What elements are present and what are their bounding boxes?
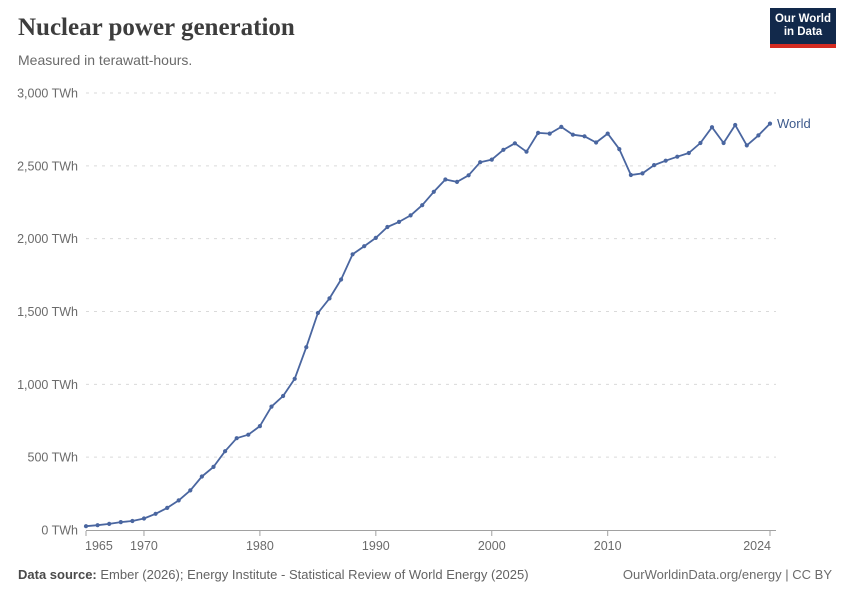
data-point[interactable] xyxy=(141,516,147,521)
data-point[interactable] xyxy=(165,505,170,510)
data-point[interactable] xyxy=(130,518,135,524)
data-point[interactable] xyxy=(767,121,773,126)
data-source-label: Data source: xyxy=(18,567,97,582)
data-point[interactable] xyxy=(454,179,460,184)
data-point[interactable] xyxy=(443,177,448,182)
y-tick-label: 2,500 TWh xyxy=(17,159,78,173)
world-series-line[interactable] xyxy=(85,122,771,528)
data-point[interactable] xyxy=(698,140,703,146)
data-point[interactable] xyxy=(234,436,239,441)
data-point[interactable] xyxy=(652,163,657,168)
chart-subtitle: Measured in terawatt-hours. xyxy=(18,52,193,68)
data-point[interactable] xyxy=(223,449,228,454)
data-point[interactable] xyxy=(733,122,738,128)
x-tick-label: 2010 xyxy=(594,539,622,553)
data-point[interactable] xyxy=(362,244,367,249)
data-point[interactable] xyxy=(466,173,471,178)
data-point[interactable] xyxy=(501,147,506,152)
y-tick-label: 500 TWh xyxy=(28,451,79,465)
data-point[interactable] xyxy=(524,149,529,154)
data-point[interactable] xyxy=(396,219,402,224)
data-point[interactable] xyxy=(118,520,123,525)
data-point[interactable] xyxy=(489,157,494,162)
data-point[interactable] xyxy=(269,404,274,409)
y-tick-label: 2,000 TWh xyxy=(17,232,78,246)
x-tick-label: 1970 xyxy=(130,539,158,553)
data-point[interactable] xyxy=(512,141,518,146)
footer-credits: OurWorldinData.org/energy | CC BY xyxy=(623,567,832,582)
data-point[interactable] xyxy=(153,511,158,516)
x-tick-label: 2024 xyxy=(743,539,771,553)
data-point[interactable] xyxy=(211,464,216,469)
data-point[interactable] xyxy=(547,131,552,136)
data-point[interactable] xyxy=(582,134,587,139)
data-point[interactable] xyxy=(686,150,691,156)
data-point[interactable] xyxy=(570,132,576,137)
data-point[interactable] xyxy=(199,474,204,479)
data-point[interactable] xyxy=(628,172,634,178)
data-point[interactable] xyxy=(95,523,100,528)
data-point[interactable] xyxy=(756,133,761,138)
data-point[interactable] xyxy=(675,154,680,159)
page-title: Nuclear power generation xyxy=(18,14,295,41)
footer-license: CC BY xyxy=(792,567,832,582)
y-tick-label: 1,000 TWh xyxy=(17,378,78,392)
data-point[interactable] xyxy=(559,124,564,129)
x-tick-label: 2000 xyxy=(478,539,506,553)
data-source: Data source: Ember (2026); Energy Instit… xyxy=(18,567,529,582)
data-point[interactable] xyxy=(431,189,436,194)
x-tick-label: 1980 xyxy=(246,539,274,553)
x-tick-label: 1990 xyxy=(362,539,390,553)
owid-logo-line2: in Data xyxy=(783,26,823,38)
data-point[interactable] xyxy=(304,345,309,350)
x-tick-label: 1965 xyxy=(85,539,113,553)
owid-logo[interactable]: Our World in Data xyxy=(770,8,836,48)
data-point[interactable] xyxy=(339,277,344,282)
data-point[interactable] xyxy=(640,171,645,176)
data-point[interactable] xyxy=(176,498,181,503)
data-point[interactable] xyxy=(373,235,378,240)
data-point[interactable] xyxy=(663,158,668,163)
data-point[interactable] xyxy=(721,140,726,146)
y-tick-label: 3,000 TWh xyxy=(17,87,78,101)
footer-separator: | xyxy=(781,567,793,582)
series-label-world[interactable]: World xyxy=(777,116,811,131)
data-point[interactable] xyxy=(257,424,262,429)
y-tick-label: 0 TWh xyxy=(41,524,78,538)
data-point[interactable] xyxy=(246,432,251,437)
data-point[interactable] xyxy=(605,131,610,136)
data-point[interactable] xyxy=(107,521,112,527)
data-point[interactable] xyxy=(594,140,599,145)
data-point[interactable] xyxy=(617,147,622,152)
footer-url: OurWorldinData.org/energy xyxy=(622,567,782,582)
data-point[interactable] xyxy=(327,296,332,301)
data-point[interactable] xyxy=(420,203,425,208)
data-point[interactable] xyxy=(709,125,715,130)
data-point[interactable] xyxy=(744,143,749,148)
owid-logo-line1: Our World xyxy=(774,13,831,25)
data-source-text: Ember (2026); Energy Institute - Statist… xyxy=(96,567,529,582)
data-point[interactable] xyxy=(478,160,483,165)
data-point[interactable] xyxy=(292,376,297,381)
data-point[interactable] xyxy=(536,130,541,135)
data-point[interactable] xyxy=(315,310,320,316)
y-tick-label: 1,500 TWh xyxy=(17,305,78,319)
data-point[interactable] xyxy=(408,213,413,218)
data-point[interactable] xyxy=(350,252,355,257)
data-point[interactable] xyxy=(83,524,89,529)
data-point[interactable] xyxy=(188,488,193,493)
data-point[interactable] xyxy=(281,393,286,399)
chart-footer: Data source: Ember (2026); Energy Instit… xyxy=(18,567,832,582)
data-point[interactable] xyxy=(385,224,390,230)
